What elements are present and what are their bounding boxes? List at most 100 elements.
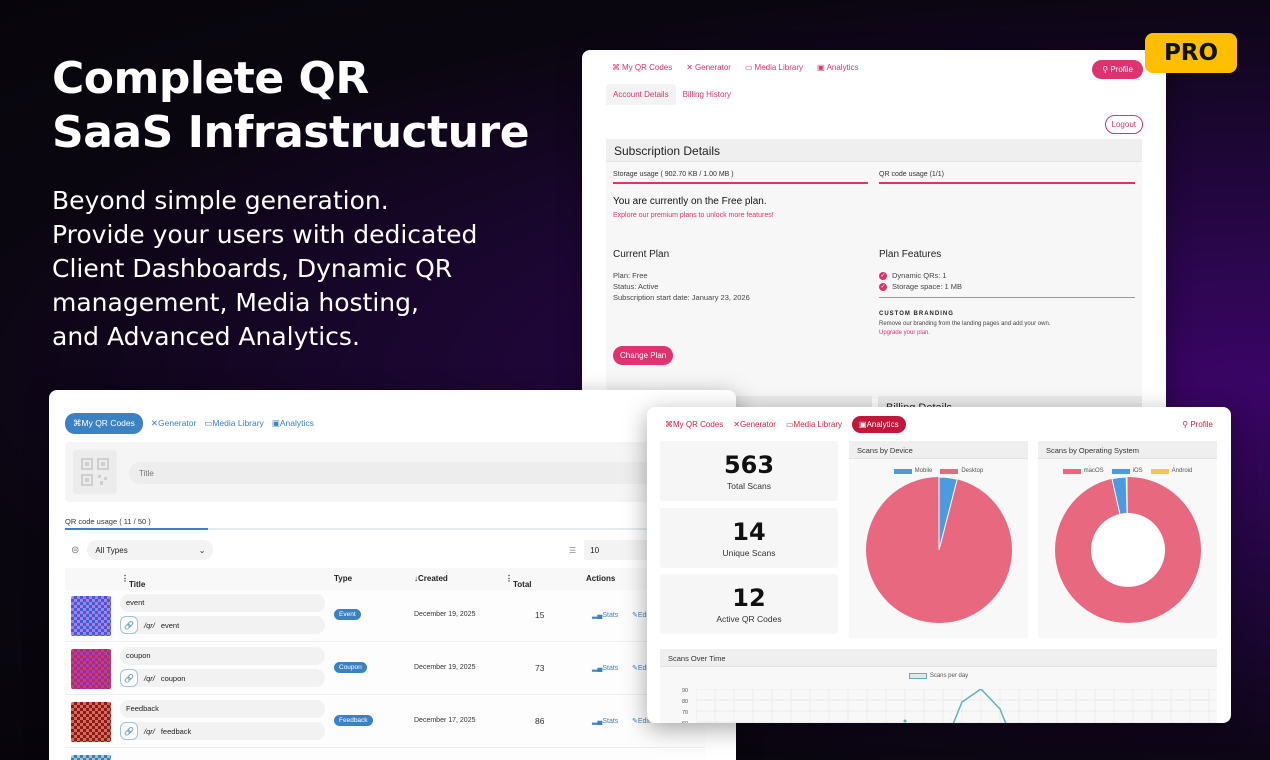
nav-label: Generator	[158, 418, 197, 428]
chart-legend: Scans per day	[660, 673, 1217, 679]
col-type[interactable]: Type	[334, 574, 353, 583]
nav-my-qr-codes[interactable]: ⌘My QR Codes	[65, 413, 143, 434]
device-chart-card: Scans by Device Mobile Desktop	[849, 441, 1028, 638]
feature-label: Storage space: 1 MB	[892, 282, 963, 291]
tab-billing-history[interactable]: Billing History	[682, 90, 732, 99]
link-icon[interactable]: 🔗	[120, 669, 138, 687]
qr-code-image	[71, 649, 111, 689]
legend-scans-per-day[interactable]: Scans per day	[908, 673, 968, 679]
nav-analytics[interactable]: ▣Analytics	[852, 416, 906, 433]
free-plan-message: You are currently on the Free plan.	[613, 196, 767, 207]
y-tick: 70	[682, 710, 689, 716]
chart-icon: ▣	[859, 420, 867, 429]
nav-media-library[interactable]: ▭Media Library	[204, 418, 264, 429]
qr-icon: ⌘	[612, 63, 620, 72]
nav-my-qr-codes[interactable]: ⌘My QR Codes	[665, 420, 723, 429]
col-total-scans[interactable]: ⋮Total Scans	[505, 574, 537, 598]
custom-branding-title: CUSTOM BRANDING	[879, 311, 954, 317]
slug-input[interactable]: feedback	[160, 726, 192, 736]
nav-generator[interactable]: ✕Generator	[686, 63, 731, 72]
change-plan-button[interactable]: Change Plan	[613, 346, 674, 365]
row-title-input[interactable]: event	[120, 594, 325, 612]
slug-prefix: /qr/	[144, 726, 155, 736]
legend-macos[interactable]: macOS	[1062, 468, 1104, 474]
profile-label: Profile	[1110, 65, 1133, 74]
tools-icon: ✕	[733, 420, 740, 429]
start-date-value: Subscription start date: January 23, 202…	[613, 293, 750, 302]
edit-link[interactable]: ✎Edit	[632, 717, 650, 725]
tools-icon: ✕	[686, 63, 693, 72]
edit-icon: ✎	[632, 612, 638, 619]
chart-legend: Mobile Desktop	[849, 468, 1028, 474]
row-title-input[interactable]: coupon	[120, 647, 325, 665]
bar-chart-icon: ▂▄	[592, 718, 603, 725]
current-plan-title: Current Plan	[613, 249, 670, 260]
folder-icon: ▭	[744, 63, 753, 72]
qr-code-image	[71, 702, 111, 742]
legend-ios[interactable]: iOS	[1111, 468, 1143, 474]
y-tick: 60	[682, 719, 688, 723]
total-scans: 86	[535, 716, 545, 726]
analytics-nav: ⌘My QR Codes ✕Generator ▭Media Library ▣…	[665, 416, 906, 433]
edit-link[interactable]: ✎Edit	[632, 611, 650, 619]
col-created[interactable]: ↓Created	[414, 574, 448, 583]
col-title[interactable]: ⋮ Title	[121, 574, 146, 589]
type-select[interactable]: All Types ⌄	[87, 540, 214, 560]
legend-desktop[interactable]: Desktop	[940, 468, 983, 474]
nav-media-library[interactable]: ▭Media Library	[745, 63, 803, 72]
slug-input[interactable]: coupon	[160, 673, 186, 683]
nav-label: My QR Codes	[622, 63, 673, 72]
feature-item: ✓ Dynamic QRs: 1	[879, 271, 947, 280]
table-row: event 🔗 /qr/event Event December 19, 2025…	[65, 590, 705, 642]
nav-analytics[interactable]: ▣Analytics	[817, 63, 859, 72]
bar-chart-icon: ▂▄	[592, 665, 603, 672]
col-actions: Actions	[586, 574, 616, 583]
stats-link[interactable]: ▂▄Stats	[592, 611, 618, 619]
hero-title-line: Complete QR	[52, 53, 369, 104]
edit-link[interactable]: ✎Edit	[632, 664, 650, 672]
stat-label: Total Scans	[727, 481, 771, 491]
edit-label: Edit	[637, 612, 650, 619]
profile-button[interactable]: ⚲ Profile	[1092, 60, 1143, 79]
table-header: ⋮Title Type ↓Created ⋮Total Scans Action…	[65, 568, 705, 598]
slug-prefix: /qr/	[144, 673, 155, 683]
nav-label: Generator	[739, 420, 776, 429]
link-icon[interactable]: 🔗	[120, 616, 138, 634]
scans-line-chart	[696, 689, 1216, 723]
upgrade-link[interactable]: Upgrade your plan.	[879, 330, 931, 336]
time-chart-title: Scans Over Time	[660, 649, 1217, 667]
hero-title: Complete QR SaaS Infrastructure	[52, 52, 530, 160]
qr-icon: ⌘	[665, 420, 673, 429]
edit-icon: ✎	[632, 718, 638, 725]
row-title-input[interactable]: Feedback	[120, 700, 325, 718]
qr-usage-label: QR code usage ( 11 / 50 )	[65, 517, 151, 526]
explore-plans-link[interactable]: Explore our premium plans to unlock more…	[613, 212, 774, 219]
y-tick: 80	[682, 699, 689, 705]
legend-label: Android	[1171, 468, 1193, 474]
profile-label: Profile	[1190, 420, 1213, 429]
legend-android[interactable]: Android	[1150, 468, 1193, 474]
nav-analytics[interactable]: ▣Analytics	[272, 418, 314, 429]
slug-input[interactable]: event	[160, 620, 180, 630]
tab-account-details[interactable]: Account Details	[606, 84, 676, 105]
qr-icon: ⌘	[73, 418, 82, 428]
row-slug: 🔗 /qr/coupon	[120, 669, 325, 687]
title-input[interactable]	[129, 462, 689, 484]
nav-label: Generator	[694, 63, 731, 72]
chart-legend: macOS iOS Android	[1038, 468, 1217, 474]
analytics-window: ⌘My QR Codes ✕Generator ▭Media Library ▣…	[647, 407, 1231, 723]
nav-generator[interactable]: ✕Generator	[151, 418, 196, 429]
nav-media-library[interactable]: ▭Media Library	[786, 420, 842, 429]
logout-button[interactable]: Logout	[1104, 115, 1143, 134]
filter-icon: ⊜	[71, 544, 80, 556]
hero-subtitle-line: and Advanced Analytics.	[52, 322, 360, 351]
nav-generator[interactable]: ✕Generator	[733, 420, 776, 429]
stats-link[interactable]: ▂▄Stats	[592, 717, 618, 725]
link-icon[interactable]: 🔗	[120, 722, 138, 740]
nav-my-qr-codes[interactable]: ⌘My QR Codes	[612, 63, 672, 72]
plan-features-title: Plan Features	[879, 249, 942, 260]
legend-mobile[interactable]: Mobile	[893, 468, 932, 474]
profile-button[interactable]: ⚲ Profile	[1182, 420, 1213, 429]
stats-link[interactable]: ▂▄Stats	[592, 664, 618, 672]
device-pie-chart	[866, 477, 1012, 623]
